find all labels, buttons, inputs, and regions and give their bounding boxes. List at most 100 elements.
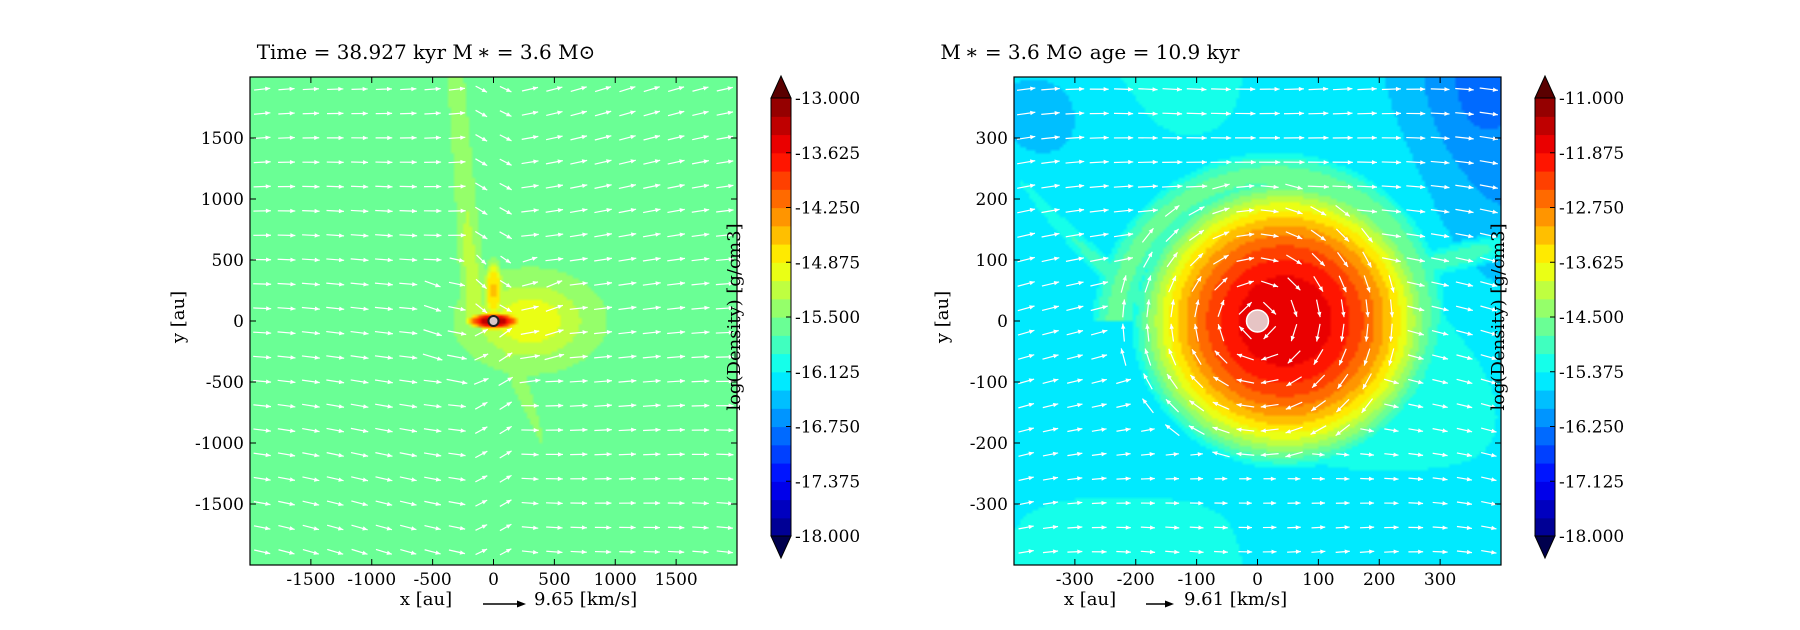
velocity-arrowhead — [655, 476, 661, 481]
velocity-arrowhead — [1343, 236, 1350, 242]
velocity-arrowhead — [531, 256, 538, 261]
velocity-arrowhead — [1198, 549, 1204, 555]
velocity-arrowhead — [1492, 136, 1498, 141]
velocity-arrowhead — [1173, 228, 1179, 235]
velocity-arrowhead — [1342, 286, 1347, 293]
velocity-arrowhead — [1149, 452, 1155, 457]
velocity-arrowhead — [1028, 549, 1034, 554]
velocity-arrowhead — [1101, 549, 1107, 555]
colorbar-segment — [1535, 426, 1555, 446]
velocity-arrowhead — [606, 281, 613, 286]
velocity-arrowhead — [1274, 111, 1280, 116]
velocity-arrowhead — [435, 550, 441, 555]
velocity-arrowhead — [411, 111, 417, 116]
velocity-arrowhead — [1468, 160, 1474, 165]
velocity-arrowhead — [1312, 382, 1318, 388]
velocity-arrowhead — [1128, 111, 1134, 116]
velocity-arrowhead — [1420, 135, 1426, 141]
velocity-arrowhead — [1371, 209, 1378, 214]
velocity-arrowhead — [411, 452, 417, 458]
velocity-arrowhead — [1362, 383, 1368, 390]
colorbar-tick-label: -11.000 — [1559, 89, 1624, 109]
velocity-arrowhead — [412, 330, 418, 336]
velocity-arrowhead — [703, 549, 709, 555]
velocity-arrowhead — [387, 135, 393, 141]
velocity-arrowhead — [533, 501, 539, 506]
velocity-arrowhead — [557, 232, 564, 237]
velocity-arrowhead — [1028, 524, 1034, 530]
velocity-arrowhead — [337, 550, 344, 555]
velocity-arrowhead — [289, 86, 295, 92]
velocity-arrowhead — [506, 161, 512, 166]
velocity-arrowhead — [704, 281, 710, 286]
velocity-arrowhead — [532, 110, 539, 116]
star-marker — [487, 315, 500, 327]
velocity-arrowhead — [338, 282, 345, 287]
velocity-arrowhead — [606, 330, 613, 335]
velocity-arrowhead — [1077, 525, 1083, 530]
velocity-arrowhead — [533, 427, 539, 433]
colorbar-segment — [1535, 207, 1555, 227]
velocity-arrowhead — [362, 86, 368, 92]
velocity-arrowhead — [1298, 86, 1304, 92]
velocity-arrowhead — [1347, 86, 1353, 92]
velocity-arrowhead — [703, 86, 709, 91]
velocity-arrowhead — [482, 353, 489, 358]
velocity-arrowhead — [1054, 183, 1060, 189]
velocity-arrowhead — [289, 477, 295, 482]
colorbar-tick-label: -13.625 — [795, 144, 860, 164]
velocity-arrowhead — [1371, 160, 1377, 165]
velocity-arrowhead — [1192, 349, 1197, 355]
velocity-arrowhead — [1271, 500, 1277, 506]
velocity-arrowhead — [533, 525, 539, 530]
velocity-arrowhead — [1323, 111, 1329, 116]
velocity-arrowhead — [264, 550, 271, 555]
velocity-arrowhead — [460, 331, 467, 336]
colorbar-tick-label: -14.250 — [795, 199, 860, 219]
velocity-arrowhead — [459, 525, 466, 531]
velocity-arrowhead — [1052, 549, 1059, 554]
velocity-arrowhead — [1442, 549, 1448, 555]
colorbar-tick-label: -11.875 — [1559, 144, 1624, 164]
velocity-arrowhead — [1028, 451, 1034, 456]
colorbar-tick-label: -16.750 — [795, 418, 860, 438]
velocity-arrowhead — [1249, 184, 1255, 189]
velocity-arrowhead — [1393, 404, 1399, 409]
velocity-arrowhead — [337, 526, 344, 531]
velocity-arrowhead — [1053, 305, 1059, 310]
colorbar-segment — [1535, 280, 1555, 300]
velocity-arrowhead — [1247, 549, 1253, 555]
velocity-arrowhead — [1222, 525, 1228, 530]
colorbar-segment — [771, 335, 791, 355]
velocity-arrowhead — [1201, 111, 1207, 116]
colorbar-segment — [771, 408, 791, 428]
velocity-arrowhead — [679, 330, 686, 335]
velocity-arrowhead — [290, 208, 296, 214]
velocity-arrowhead — [582, 476, 588, 481]
velocity-arrowhead — [582, 354, 588, 359]
velocity-arrowhead — [481, 549, 488, 554]
velocity-arrowhead — [1319, 500, 1326, 506]
velocity-arrowhead — [727, 525, 734, 530]
velocity-arrowhead — [1054, 110, 1060, 116]
velocity-arrowhead — [1491, 550, 1497, 555]
velocity-arrowhead — [313, 526, 319, 531]
velocity-arrowhead — [1174, 500, 1180, 506]
velocity-arrowhead — [507, 377, 513, 382]
velocity-arrowhead — [265, 501, 271, 506]
velocity-arrowhead — [338, 404, 345, 409]
colorbar-segment — [771, 481, 791, 501]
velocity-arrowhead — [1195, 299, 1200, 305]
velocity-arrowhead — [1323, 86, 1329, 92]
velocity-arrowhead — [605, 86, 612, 91]
velocity-arrowhead — [1102, 256, 1109, 261]
right-panel-title: M ∗ = 3.6 M⊙ age = 10.9 kyr — [940, 40, 1240, 64]
velocity-arrowhead — [1172, 252, 1178, 258]
velocity-arrowhead — [1492, 87, 1498, 92]
velocity-arrowhead — [535, 378, 541, 383]
velocity-arrowhead — [556, 280, 563, 285]
velocity-arrowhead — [266, 257, 272, 262]
velocity-arrowhead — [338, 233, 345, 238]
velocity-arrowhead — [460, 403, 466, 409]
velocity-arrowhead — [655, 208, 661, 213]
